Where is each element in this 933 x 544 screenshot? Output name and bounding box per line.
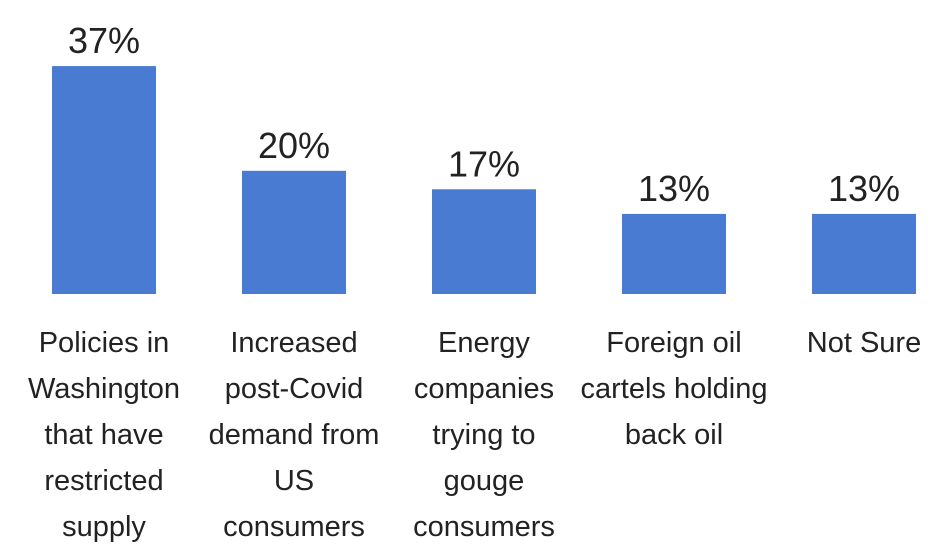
value-label: 37%	[68, 20, 140, 61]
bar	[242, 170, 346, 294]
category-label: Energy companies trying to gouge consume…	[413, 327, 555, 543]
bar	[52, 66, 156, 294]
value-label: 13%	[828, 168, 900, 209]
bar	[622, 213, 726, 294]
value-label: 20%	[258, 125, 330, 166]
bar	[432, 189, 536, 294]
bar	[812, 213, 916, 294]
category-label: Not Sure	[806, 327, 922, 359]
value-label: 17%	[448, 143, 520, 184]
value-label: 13%	[638, 168, 710, 209]
category-label: Policies in Washington that have restric…	[27, 327, 181, 543]
category-label: Increased post-Covid demand from US cons…	[208, 327, 380, 543]
category-label: Foreign oil cartels holding back oil	[580, 327, 768, 451]
